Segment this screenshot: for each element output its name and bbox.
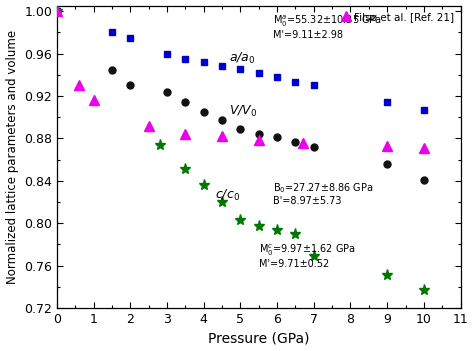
Filsø et al. [Ref. 21] bbox=[384, 144, 390, 148]
Filsø et al. [Ref. 21] bbox=[300, 140, 306, 145]
Text: M$_0^c$=9.97±1.62 GPa
M'=9.71±0.52: M$_0^c$=9.97±1.62 GPa M'=9.71±0.52 bbox=[259, 242, 356, 269]
Line: Filsø et al. [Ref. 21]: Filsø et al. [Ref. 21] bbox=[52, 6, 429, 153]
Filsø et al. [Ref. 21] bbox=[421, 146, 427, 150]
Filsø et al. [Ref. 21] bbox=[91, 98, 97, 102]
Text: M$_0^a$=55.32±10.35 GPa
M'=9.11±2.98: M$_0^a$=55.32±10.35 GPa M'=9.11±2.98 bbox=[273, 13, 383, 40]
Text: a/a$_0$: a/a$_0$ bbox=[229, 51, 256, 66]
Y-axis label: Normalized lattice parameters and volume: Normalized lattice parameters and volume bbox=[6, 30, 18, 284]
Filsø et al. [Ref. 21] bbox=[219, 134, 225, 138]
Filsø et al. [Ref. 21] bbox=[182, 132, 188, 136]
Text: V/V$_0$: V/V$_0$ bbox=[229, 104, 258, 119]
Text: B$_0$=27.27±8.86 GPa
B'=8.97±5.73: B$_0$=27.27±8.86 GPa B'=8.97±5.73 bbox=[273, 181, 374, 206]
Filsø et al. [Ref. 21] bbox=[146, 124, 152, 128]
X-axis label: Pressure (GPa): Pressure (GPa) bbox=[208, 331, 310, 345]
Legend: Filsø et al. [Ref. 21]: Filsø et al. [Ref. 21] bbox=[337, 8, 458, 26]
Text: c/c$_0$: c/c$_0$ bbox=[215, 188, 240, 203]
Filsø et al. [Ref. 21] bbox=[76, 83, 82, 87]
Filsø et al. [Ref. 21] bbox=[256, 138, 262, 143]
Filsø et al. [Ref. 21] bbox=[54, 9, 60, 13]
